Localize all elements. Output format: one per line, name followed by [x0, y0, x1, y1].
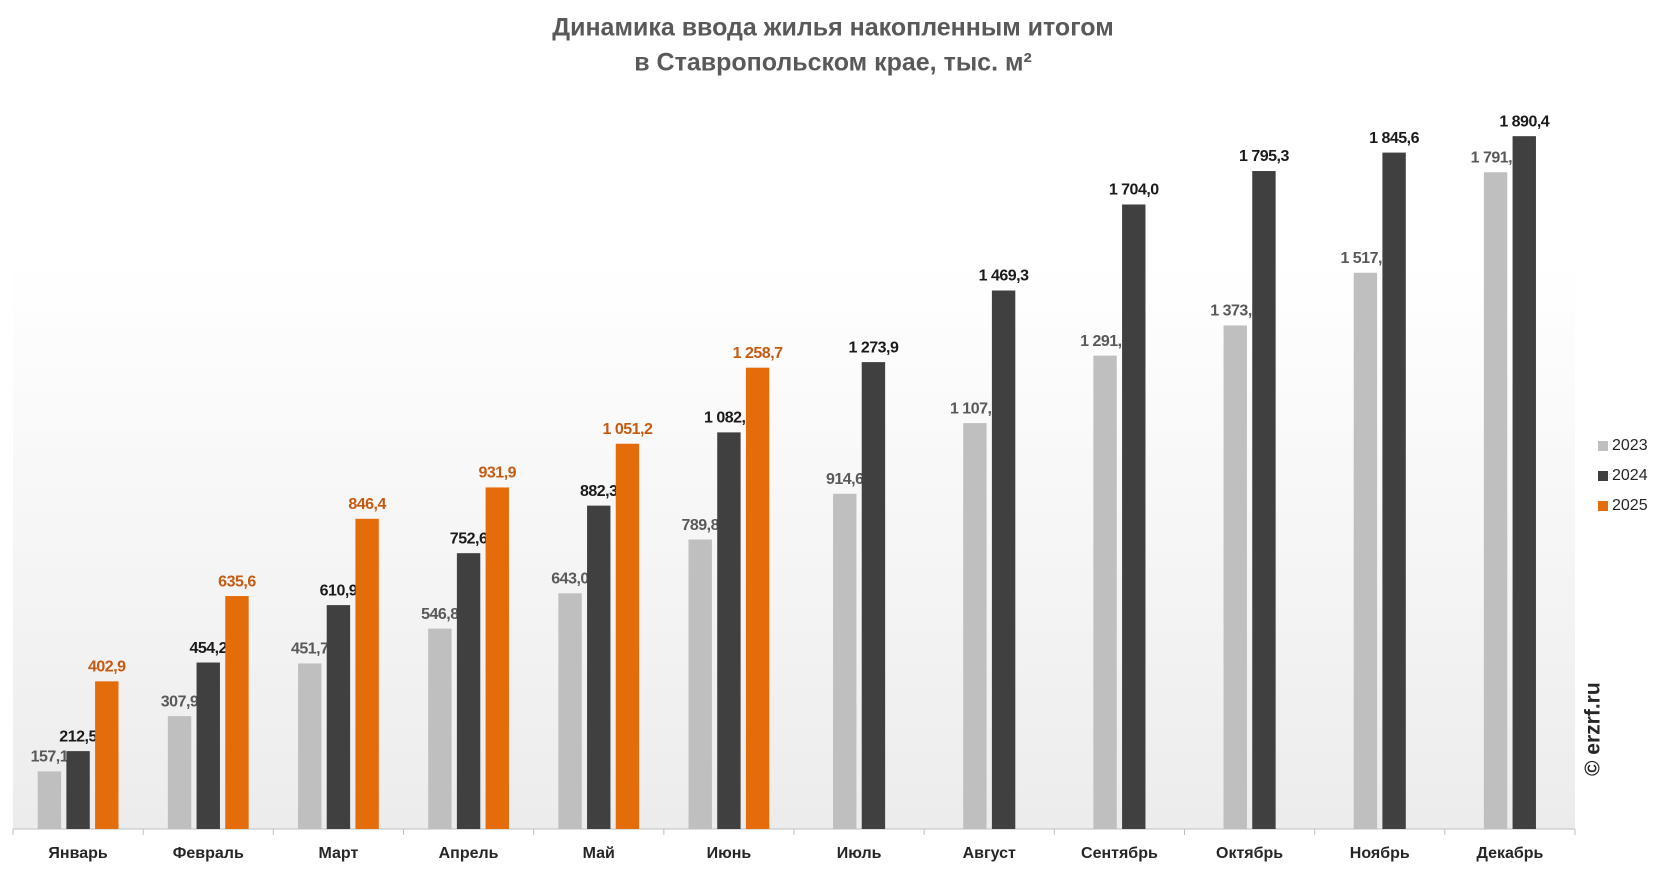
x-tick-label: Декабрь: [1476, 845, 1543, 862]
data-label: 635,6: [218, 573, 256, 590]
data-label: 752,6: [450, 530, 488, 547]
x-tick-label: Сентябрь: [1081, 845, 1158, 862]
legend-label: 2023: [1612, 437, 1648, 454]
bar: [717, 432, 741, 829]
bar: [1512, 136, 1536, 829]
data-label: 1 704,0: [1109, 182, 1159, 199]
data-label: 1 291,6: [1080, 333, 1130, 350]
bar: [428, 628, 452, 829]
bar: [196, 662, 220, 829]
bar: [1122, 204, 1146, 829]
x-tick-label: Июнь: [707, 845, 752, 862]
data-label: 1 051,2: [603, 421, 653, 438]
data-label: 789,8: [681, 517, 719, 534]
bar: [355, 518, 379, 829]
legend-swatch: [1598, 471, 1608, 481]
x-tick-label: Июль: [837, 845, 882, 862]
x-tick-label: Ноябрь: [1350, 845, 1410, 862]
data-label: 1 791,9: [1471, 149, 1521, 166]
watermark: © erzrf.ru: [1582, 682, 1605, 776]
bar: [688, 539, 712, 829]
bar: [66, 751, 90, 829]
bar: [1093, 355, 1117, 829]
data-label: 454,2: [189, 640, 227, 657]
legend-label: 2024: [1612, 467, 1648, 484]
bar: [1223, 325, 1247, 829]
bar: [587, 505, 611, 829]
legend-swatch: [1598, 501, 1608, 511]
bar: [558, 593, 582, 829]
x-tick-label: Октябрь: [1216, 845, 1283, 862]
x-tick-label: Январь: [48, 845, 107, 862]
data-label: 1 082,2: [704, 410, 754, 427]
data-label: 1 107,5: [950, 400, 1000, 417]
x-tick-label: Май: [583, 845, 615, 862]
plot-background: [13, 260, 1575, 829]
data-label: 451,7: [291, 641, 329, 658]
bar: [298, 663, 322, 829]
x-tick-label: Апрель: [439, 845, 499, 862]
bar: [95, 681, 119, 829]
data-label: 610,9: [320, 582, 358, 599]
legend-swatch: [1598, 441, 1608, 451]
bar: [37, 771, 62, 829]
chart-title: Динамика ввода жилья накопленным итогом: [552, 14, 1113, 42]
bar: [833, 493, 857, 829]
x-tick-label: Август: [963, 845, 1016, 862]
bar: [456, 553, 481, 829]
data-label: 157,1: [31, 749, 69, 766]
data-label: 846,4: [348, 496, 386, 513]
data-label: 914,6: [826, 471, 864, 488]
x-tick-label: Февраль: [173, 845, 244, 862]
data-label: 1 890,4: [1499, 113, 1549, 130]
data-label: 1 258,7: [733, 345, 783, 362]
bar: [615, 443, 640, 829]
bar: [1252, 171, 1276, 829]
bar: [167, 716, 192, 829]
data-label: 643,0: [551, 571, 589, 588]
data-label: 546,8: [421, 606, 459, 623]
bar: [1483, 172, 1508, 829]
x-tick-label: Март: [319, 845, 359, 862]
bar: [326, 605, 351, 829]
data-label: 1 469,3: [979, 268, 1029, 285]
legend-label: 2025: [1612, 497, 1648, 514]
data-label: 307,9: [161, 693, 199, 710]
bar: [1382, 152, 1406, 830]
bar: [225, 596, 249, 829]
bar: [485, 487, 509, 829]
data-label: 1 373,9: [1210, 303, 1260, 320]
data-label: 882,3: [580, 483, 618, 500]
data-label: 1 273,9: [848, 339, 898, 356]
data-label: 1 795,3: [1239, 148, 1289, 165]
data-label: 402,9: [88, 659, 126, 676]
bar: [963, 423, 987, 829]
data-label: 1 517,7: [1340, 250, 1390, 267]
data-label: 1 845,6: [1369, 130, 1419, 147]
data-label: 931,9: [479, 465, 517, 482]
bar: [861, 362, 886, 829]
bar: [1353, 272, 1378, 829]
chart-title: в Ставропольском крае, тыс. м²: [634, 49, 1032, 77]
bar: [991, 290, 1016, 829]
bar: [745, 367, 770, 829]
data-label: 212,5: [59, 728, 97, 745]
